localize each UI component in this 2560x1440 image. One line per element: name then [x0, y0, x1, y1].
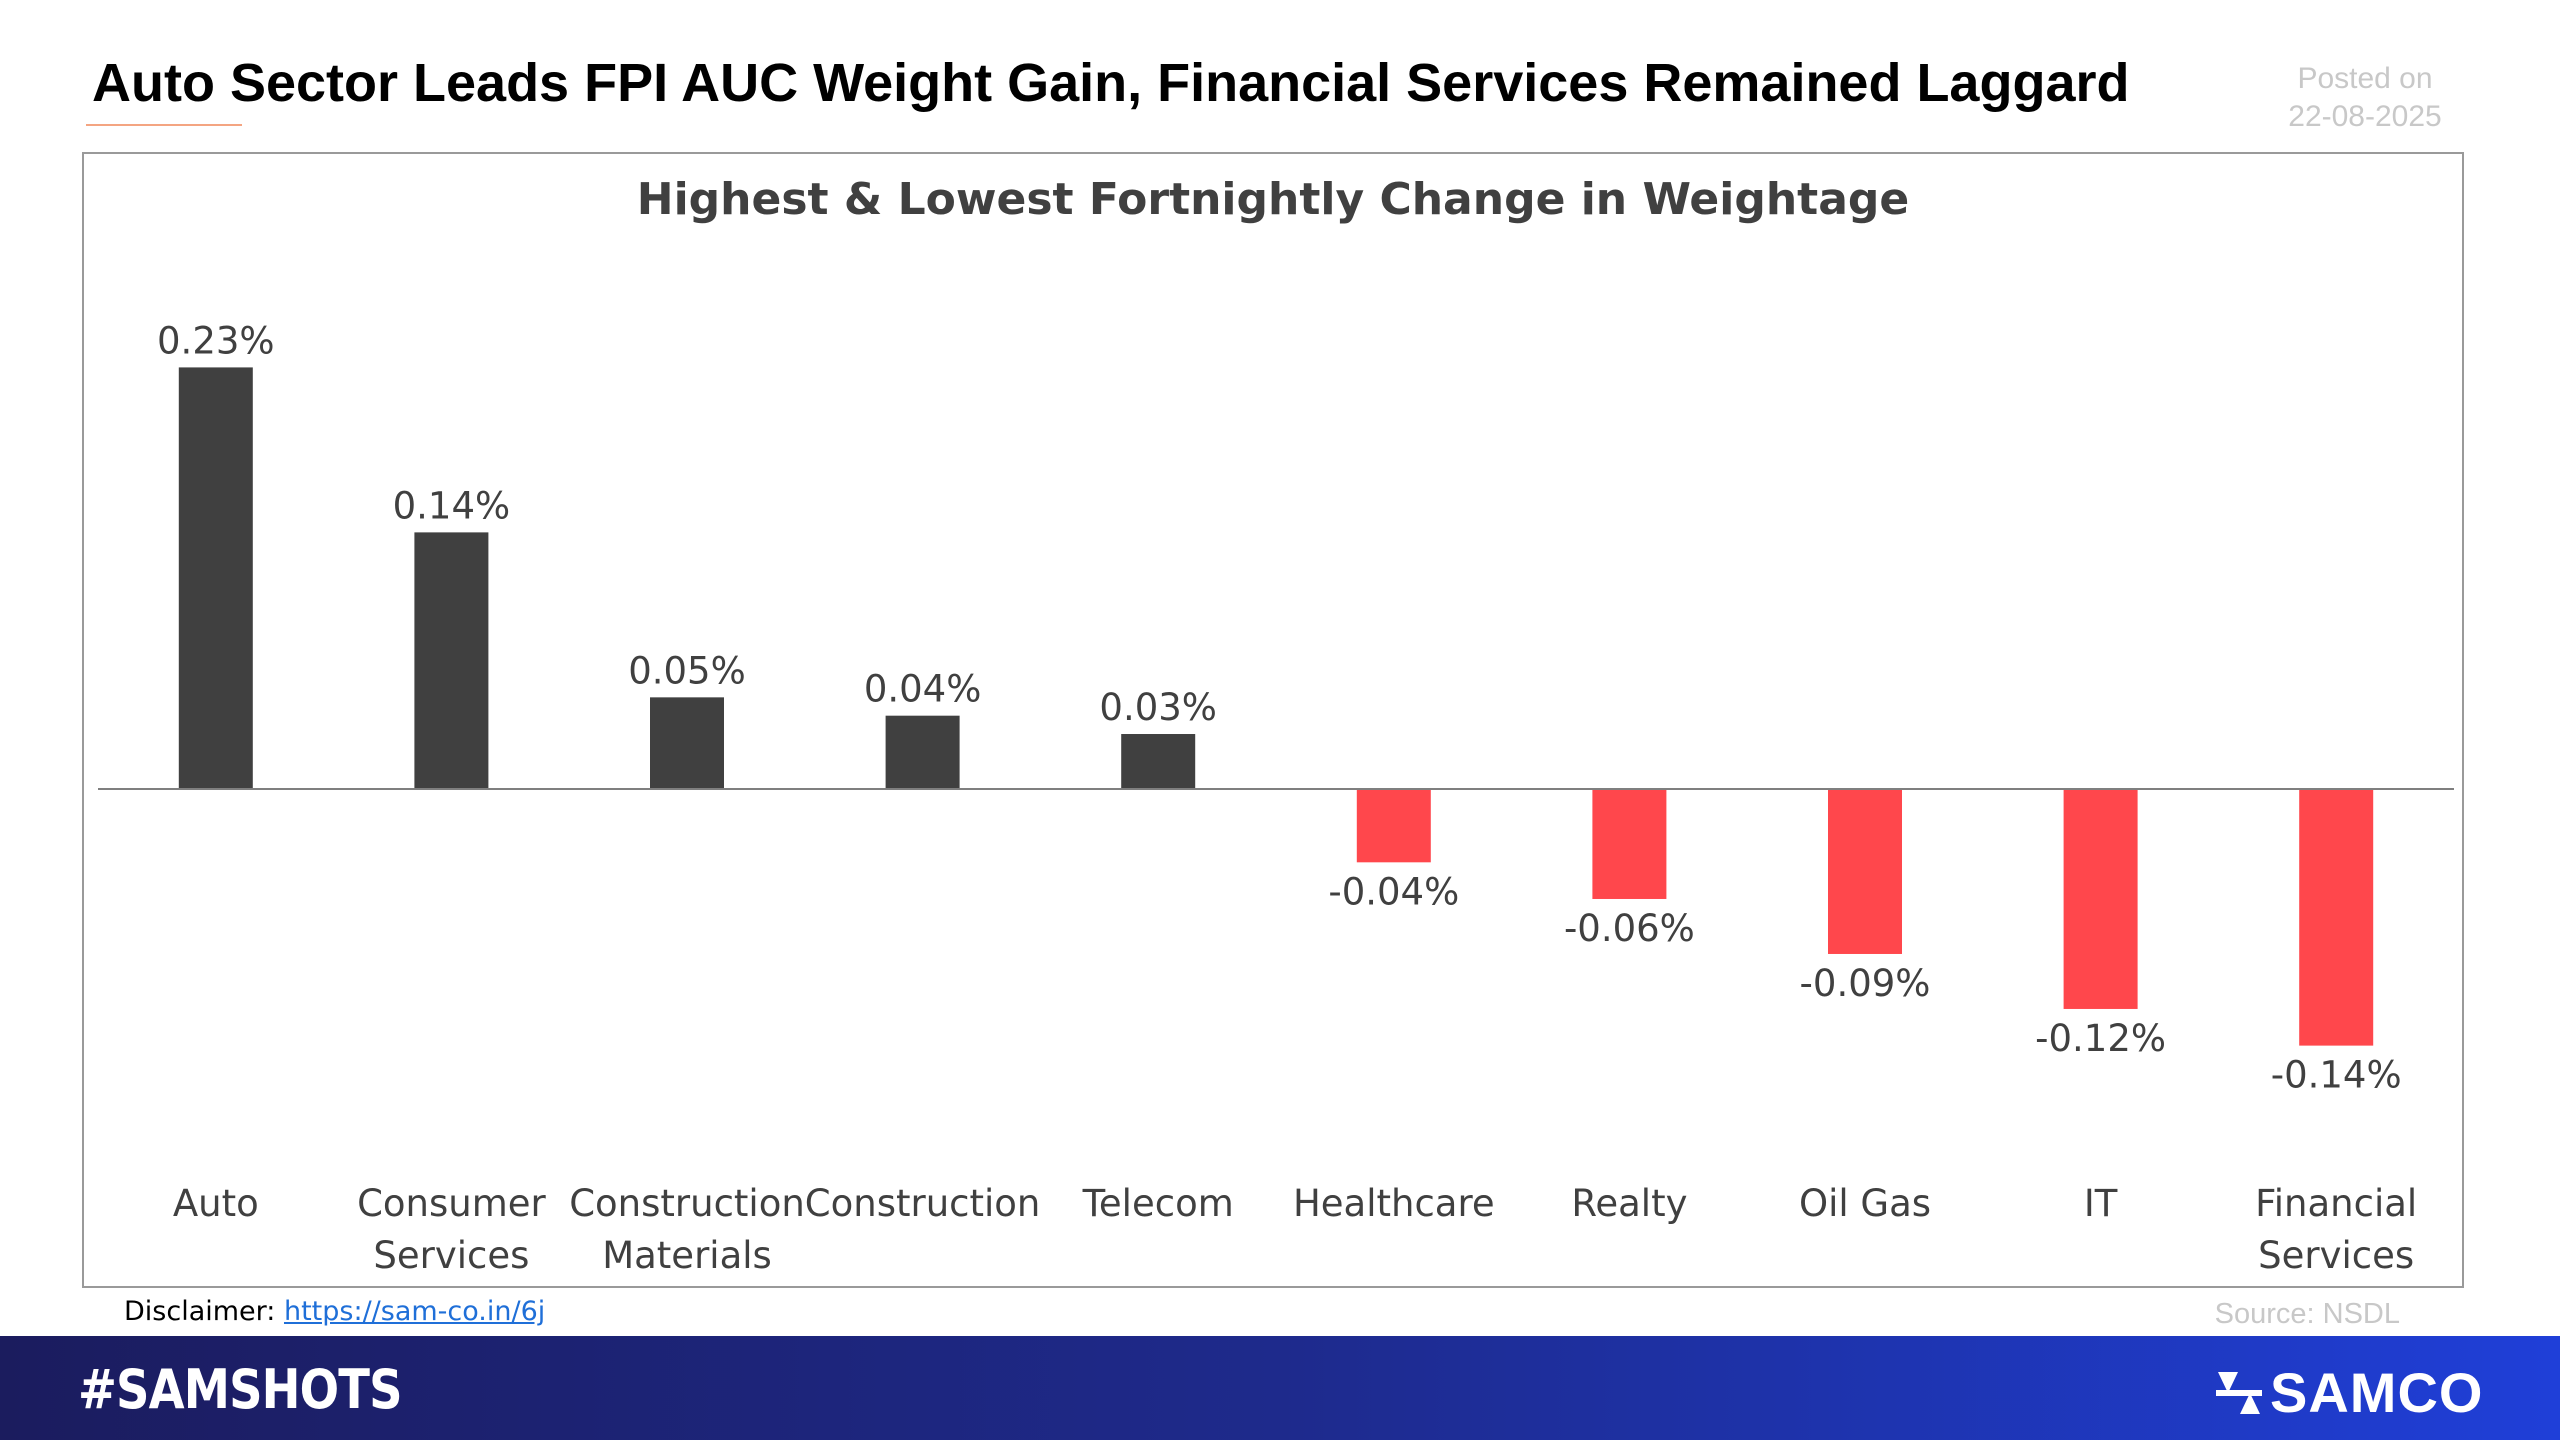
- title-underline: [86, 124, 242, 126]
- bar-chart: Highest & Lowest Fortnightly Change in W…: [98, 174, 2454, 1277]
- footer-banner: #SAMSHOTS SAMCO: [0, 1336, 2560, 1440]
- data-label: 0.03%: [1099, 686, 1217, 729]
- data-label: -0.09%: [1800, 962, 1931, 1005]
- category-tick-label: Construction: [569, 1182, 805, 1225]
- bar: [650, 697, 724, 789]
- chart-frame: Highest & Lowest Fortnightly Change in W…: [82, 152, 2464, 1288]
- posted-date: 22-08-2025: [2288, 100, 2442, 133]
- category-tick-label: Telecom: [1082, 1182, 1234, 1225]
- data-label: -0.14%: [2271, 1054, 2402, 1097]
- category-tick-label: Oil Gas: [1799, 1182, 1931, 1225]
- category-tick-label: Auto: [173, 1182, 259, 1225]
- data-label: -0.06%: [1564, 907, 1695, 950]
- data-label: 0.04%: [864, 668, 982, 711]
- brand: SAMCO: [2214, 1360, 2483, 1425]
- category-tick-label: Financial: [2255, 1182, 2417, 1225]
- category-tick-label: Realty: [1571, 1182, 1687, 1225]
- disclaimer-link[interactable]: https://sam-co.in/6j: [283, 1296, 546, 1327]
- samco-logo-icon: [2216, 1371, 2262, 1414]
- posted-label: Posted on: [2297, 62, 2433, 95]
- bar: [414, 532, 489, 789]
- disclaimer-label: Disclaimer:: [124, 1296, 276, 1327]
- bars-layer: [178, 367, 2374, 1046]
- data-label: -0.12%: [2035, 1017, 2166, 1060]
- category-tick-label: Healthcare: [1293, 1182, 1495, 1225]
- data-label: -0.04%: [1328, 870, 1459, 913]
- bar: [1121, 734, 1196, 789]
- bar: [1828, 789, 1902, 954]
- disclaimer: Disclaimer: https://sam-co.in/6j: [124, 1296, 545, 1327]
- bar: [1356, 789, 1431, 863]
- category-tick-label: Consumer: [357, 1182, 546, 1225]
- category-tick-label: Construction: [805, 1182, 1041, 1225]
- category-tick-label: IT: [2084, 1182, 2118, 1225]
- bar: [2063, 789, 2138, 1009]
- category-tick-label: Services: [2258, 1234, 2414, 1277]
- category-tick-label: Materials: [602, 1234, 772, 1277]
- bar: [885, 715, 960, 789]
- brand-name: SAMCO: [2270, 1361, 2484, 1424]
- posted-info: Posted on 22-08-2025: [2240, 60, 2490, 136]
- bar: [178, 367, 253, 789]
- data-label: 0.05%: [628, 649, 746, 692]
- labels-layer: 0.23% Auto 0.14% Consumer Services 0.05% Const…: [157, 319, 2417, 1277]
- hashtag: #SAMSHOTS: [78, 1358, 403, 1421]
- category-tick-label: Services: [373, 1234, 529, 1277]
- chart-title: Highest & Lowest Fortnightly Change in W…: [637, 174, 1909, 225]
- data-label: 0.14%: [393, 484, 511, 527]
- source-note: Source: NSDL: [2214, 1298, 2400, 1330]
- page-title: Auto Sector Leads FPI AUC Weight Gain, F…: [92, 53, 2130, 113]
- bar: [1592, 789, 1667, 899]
- data-label: 0.23%: [157, 319, 275, 362]
- bar: [2299, 789, 2374, 1046]
